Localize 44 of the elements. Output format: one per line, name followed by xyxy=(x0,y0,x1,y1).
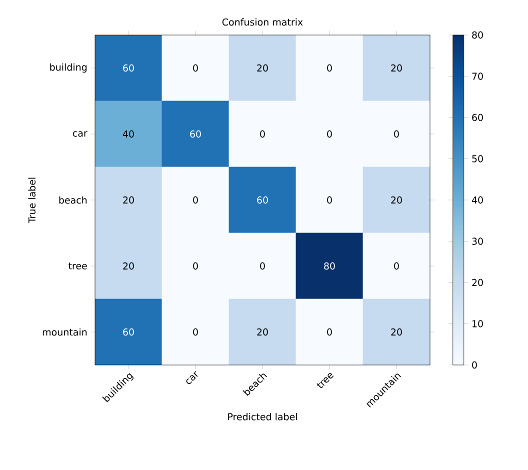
data-label: 20 xyxy=(391,64,402,72)
y-tick-label: car xyxy=(72,131,88,137)
data-label: 20 xyxy=(391,328,402,336)
color-bar-label: 70 xyxy=(472,72,483,80)
data-label: 0 xyxy=(327,328,332,336)
data-label: 0 xyxy=(193,262,198,270)
data-label: 0 xyxy=(193,196,198,204)
data-label: 0 xyxy=(193,64,198,72)
y-tick-label: beach xyxy=(59,196,87,204)
color-bar-label: 80 xyxy=(472,31,483,39)
data-label: 60 xyxy=(123,328,134,336)
data-label: 20 xyxy=(123,262,134,270)
data-label: 60 xyxy=(123,64,134,72)
data-label: 0 xyxy=(394,130,399,138)
y-axis-title: True label xyxy=(28,178,36,224)
color-bar-label: 20 xyxy=(472,278,483,286)
x-tick-label: tree xyxy=(316,373,334,388)
color-bar-label: 0 xyxy=(472,361,477,369)
data-label: 0 xyxy=(327,130,332,138)
data-label: 20 xyxy=(257,64,268,72)
y-tick-label: mountain xyxy=(42,328,87,336)
color-bar-label: 50 xyxy=(472,155,483,162)
data-label: 0 xyxy=(394,262,399,270)
data-label: 20 xyxy=(257,328,268,336)
data-label: 0 xyxy=(260,262,265,270)
y-tick-label: building xyxy=(50,63,87,73)
x-tick-label: car xyxy=(186,370,198,384)
data-label: 0 xyxy=(193,328,198,336)
data-label: 20 xyxy=(123,196,134,204)
data-label: 0 xyxy=(260,130,265,138)
color-bar-label: 40 xyxy=(472,196,483,204)
color-bar-label: 30 xyxy=(472,238,483,245)
data-label: 40 xyxy=(122,130,134,138)
data-label: 60 xyxy=(257,196,268,204)
y-tick-label: tree xyxy=(68,262,87,270)
data-label: 20 xyxy=(391,196,402,204)
x-axis-title: Predicted label xyxy=(228,412,297,420)
data-label: 80 xyxy=(324,262,335,270)
data-label: 0 xyxy=(327,64,332,72)
color-bar-label: 10 xyxy=(472,320,483,328)
data-label: 60 xyxy=(190,130,201,138)
color-bar-label: 60 xyxy=(472,114,483,122)
chart-title: Confusion matrix xyxy=(222,18,303,26)
data-label: 0 xyxy=(327,196,332,204)
